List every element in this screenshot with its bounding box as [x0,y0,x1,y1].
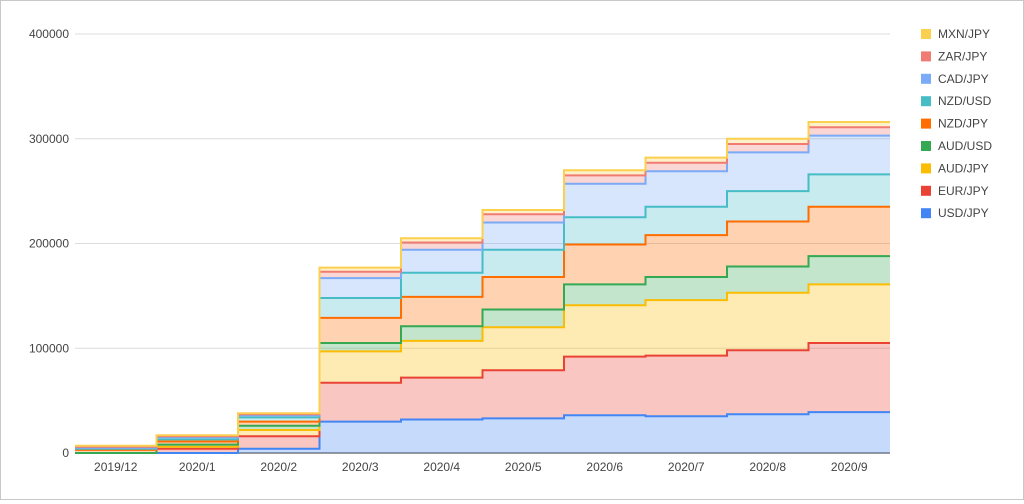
x-tick-label: 2020/1 [179,460,216,474]
x-tick-label: 2020/4 [423,460,460,474]
x-tick-label: 2019/12 [94,460,138,474]
x-tick-label: 2020/8 [749,460,786,474]
legend-label[interactable]: CAD/JPY [938,72,989,86]
y-tick-label: 100000 [29,341,69,355]
legend-swatch [921,141,931,151]
series-area-nzd-jpy [75,206,890,453]
x-tick-label: 2020/9 [831,460,868,474]
legend-swatch [921,73,931,84]
legend-label[interactable]: EUR/JPY [938,184,989,198]
y-tick-label: 200000 [29,237,69,251]
series-area-aud-jpy [75,284,890,453]
legend-swatch [921,51,931,62]
legend-swatch [921,118,931,129]
x-tick-label: 2020/2 [260,460,297,474]
legend-label[interactable]: USD/JPY [938,206,989,220]
y-tick-label: 300000 [29,132,69,146]
series-area-nzd-usd [75,174,890,450]
legend-swatch [921,29,931,39]
legend-label[interactable]: ZAR/JPY [938,49,987,63]
legend-swatch [921,208,931,219]
legend-swatch [921,163,931,174]
legend-label[interactable]: NZD/JPY [938,117,988,131]
legend-label[interactable]: AUD/JPY [938,161,989,175]
legend-label[interactable]: NZD/USD [938,94,992,108]
x-tick-label: 2020/6 [586,460,623,474]
series-area-aud-usd [75,256,890,453]
series-area-cad-jpy [75,135,890,449]
x-tick-label: 2020/5 [505,460,542,474]
legend-label[interactable]: MXN/JPY [938,27,990,41]
legend-swatch [921,185,931,196]
y-tick-label: 400000 [29,27,69,41]
legend-swatch [921,96,931,107]
x-tick-label: 2020/3 [342,460,379,474]
series-line-mxn-jpy [75,121,890,447]
series-area-eur-jpy [75,343,890,453]
x-tick-label: 2020/7 [668,460,705,474]
y-tick-label: 0 [62,446,69,460]
series-area-usd-jpy [75,412,890,453]
legend-label[interactable]: AUD/USD [938,139,992,153]
